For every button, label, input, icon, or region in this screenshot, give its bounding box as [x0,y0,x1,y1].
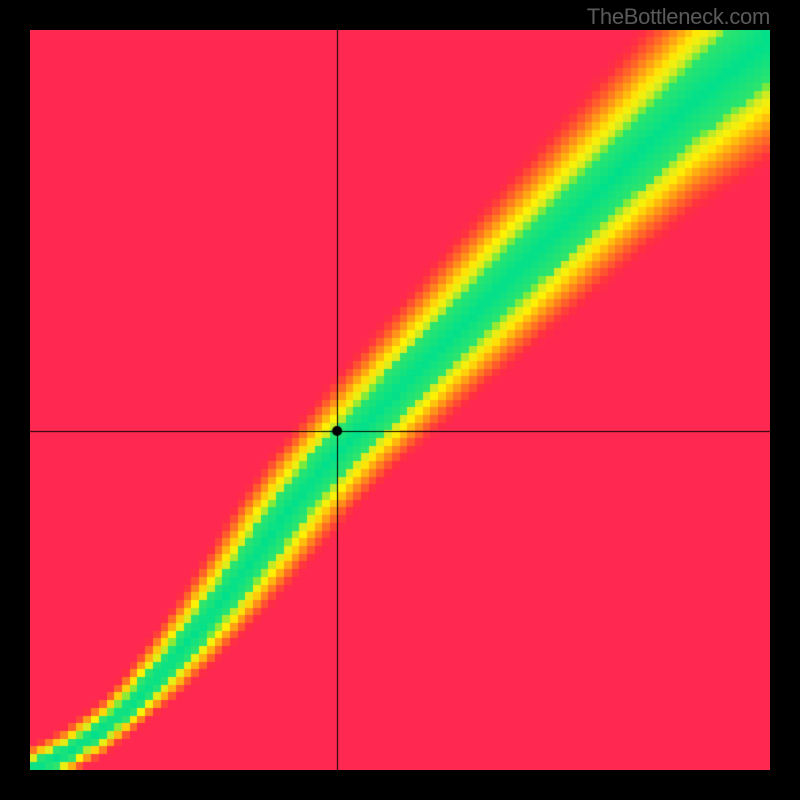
watermark-text: TheBottleneck.com [587,4,770,30]
heatmap-canvas [30,30,770,770]
plot-area [30,30,770,770]
